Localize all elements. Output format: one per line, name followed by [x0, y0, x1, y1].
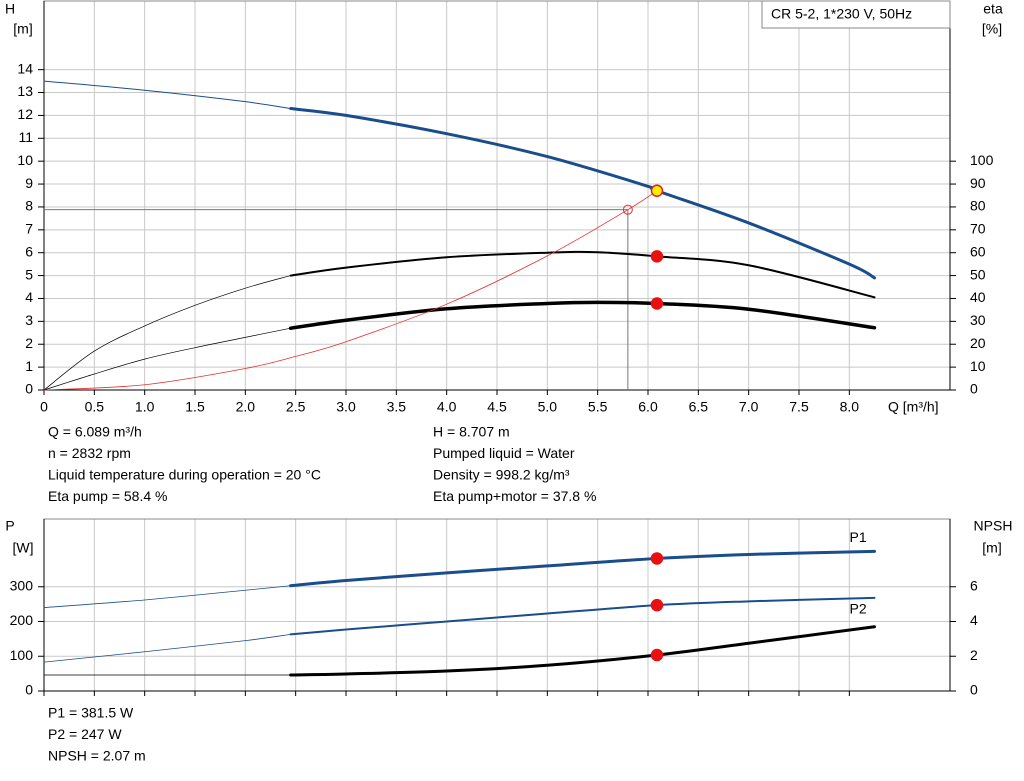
series-label: P2 — [850, 601, 867, 617]
y2-tick-label: 30 — [970, 312, 986, 328]
y-tick-label: 4 — [25, 289, 33, 305]
title-box — [761, 0, 951, 29]
y2-axis-title: eta — [983, 1, 1003, 17]
curve — [43, 327, 291, 391]
y2-tick-label: 70 — [970, 221, 986, 237]
y2-tick-label: 0 — [970, 682, 978, 698]
y-tick-label: 200 — [10, 612, 34, 628]
curve — [289, 549, 876, 588]
y2-tick-label: 50 — [970, 266, 986, 282]
x-tick-label: 3.0 — [336, 399, 356, 415]
y-axis-unit: [m] — [13, 21, 32, 37]
x-tick-label: 2.5 — [286, 399, 306, 415]
x-tick-label: 1.0 — [135, 399, 155, 415]
y-tick-label: 7 — [25, 221, 33, 237]
y2-tick-label: 6 — [970, 577, 978, 593]
x-tick-label: 8.0 — [840, 399, 860, 415]
y-tick-label: 1 — [25, 358, 33, 374]
x-axis-title: Q [m³/h] — [888, 399, 939, 415]
x-tick-label: 4.0 — [437, 399, 457, 415]
y-tick-label: 14 — [17, 60, 33, 76]
info-text: NPSH = 2.07 m — [48, 748, 146, 764]
y-axis-title: H — [5, 1, 15, 17]
x-tick-label: 5.0 — [538, 399, 558, 415]
x-tick-label: 6.0 — [638, 399, 658, 415]
info-text: Eta pump = 58.4 % — [48, 488, 167, 504]
y-axis-title: P — [5, 518, 14, 534]
x-tick-label: 5.5 — [588, 399, 608, 415]
y-tick-label: 5 — [25, 266, 33, 282]
series-label: P1 — [850, 529, 867, 545]
chart-title: CR 5-2, 1*230 V, 50Hz — [771, 6, 912, 22]
y-tick-label: 12 — [17, 106, 33, 122]
y-tick-label: 0 — [25, 682, 33, 698]
y-axis-unit: [W] — [13, 540, 34, 556]
info-text: Density = 998.2 kg/m³ — [433, 467, 570, 483]
y-tick-label: 13 — [17, 83, 33, 99]
curve — [289, 625, 876, 677]
y2-tick-label: 100 — [970, 152, 994, 168]
y2-tick-label: 4 — [970, 612, 978, 628]
y-tick-label: 8 — [25, 198, 33, 214]
y2-axis-unit: [m] — [982, 540, 1001, 556]
y2-axis-title: NPSH — [974, 518, 1013, 534]
x-tick-label: 6.5 — [689, 399, 709, 415]
info-text: H = 8.707 m — [433, 424, 510, 440]
curve — [43, 80, 292, 110]
y2-tick-label: 2 — [970, 647, 978, 663]
curve — [289, 596, 876, 636]
x-tick-label: 1.5 — [185, 399, 205, 415]
curve — [289, 250, 876, 299]
info-text: n = 2832 rpm — [48, 445, 131, 461]
info-text: Liquid temperature during operation = 20… — [48, 467, 321, 483]
operating-point — [650, 552, 664, 565]
curve — [43, 585, 292, 609]
y-tick-label: 11 — [18, 129, 33, 145]
y2-tick-label: 0 — [970, 381, 978, 397]
y2-tick-label: 10 — [970, 358, 986, 374]
operating-point — [650, 598, 664, 612]
y-tick-label: 3 — [25, 312, 33, 328]
y-tick-label: 300 — [10, 577, 34, 593]
info-text: Q = 6.089 m³/h — [48, 424, 142, 440]
x-tick-label: 4.5 — [487, 399, 507, 415]
info-text: Eta pump+motor = 37.8 % — [433, 488, 596, 504]
curve — [43, 633, 292, 663]
x-tick-label: 7.5 — [789, 399, 809, 415]
info-text: P1 = 381.5 W — [48, 705, 134, 721]
x-tick-label: 0 — [40, 399, 48, 415]
curve — [43, 190, 658, 391]
operating-point — [650, 184, 664, 198]
y2-tick-label: 80 — [970, 198, 986, 214]
x-tick-label: 2.0 — [236, 399, 256, 415]
operating-point — [650, 297, 664, 310]
curve — [43, 275, 291, 391]
y2-tick-label: 20 — [970, 335, 986, 351]
y2-tick-label: 90 — [970, 175, 986, 191]
curve — [288, 300, 877, 330]
x-tick-label: 7.0 — [739, 399, 759, 415]
y-tick-label: 10 — [17, 152, 33, 168]
y-tick-label: 100 — [10, 647, 34, 663]
guide-point — [622, 204, 633, 215]
y2-tick-label: 60 — [970, 243, 986, 259]
y-tick-label: 2 — [25, 335, 33, 351]
y-tick-label: 0 — [25, 381, 33, 397]
y2-tick-label: 40 — [970, 289, 986, 305]
operating-point — [650, 648, 664, 662]
operating-point — [650, 250, 664, 263]
curve — [289, 107, 876, 280]
y-tick-label: 6 — [25, 243, 33, 259]
info-text: P2 = 247 W — [48, 726, 122, 742]
x-tick-label: 3.5 — [387, 399, 407, 415]
y2-axis-unit: [%] — [982, 21, 1002, 37]
x-tick-label: 0.5 — [85, 399, 105, 415]
y-tick-label: 9 — [25, 175, 33, 191]
info-text: Pumped liquid = Water — [433, 445, 575, 461]
